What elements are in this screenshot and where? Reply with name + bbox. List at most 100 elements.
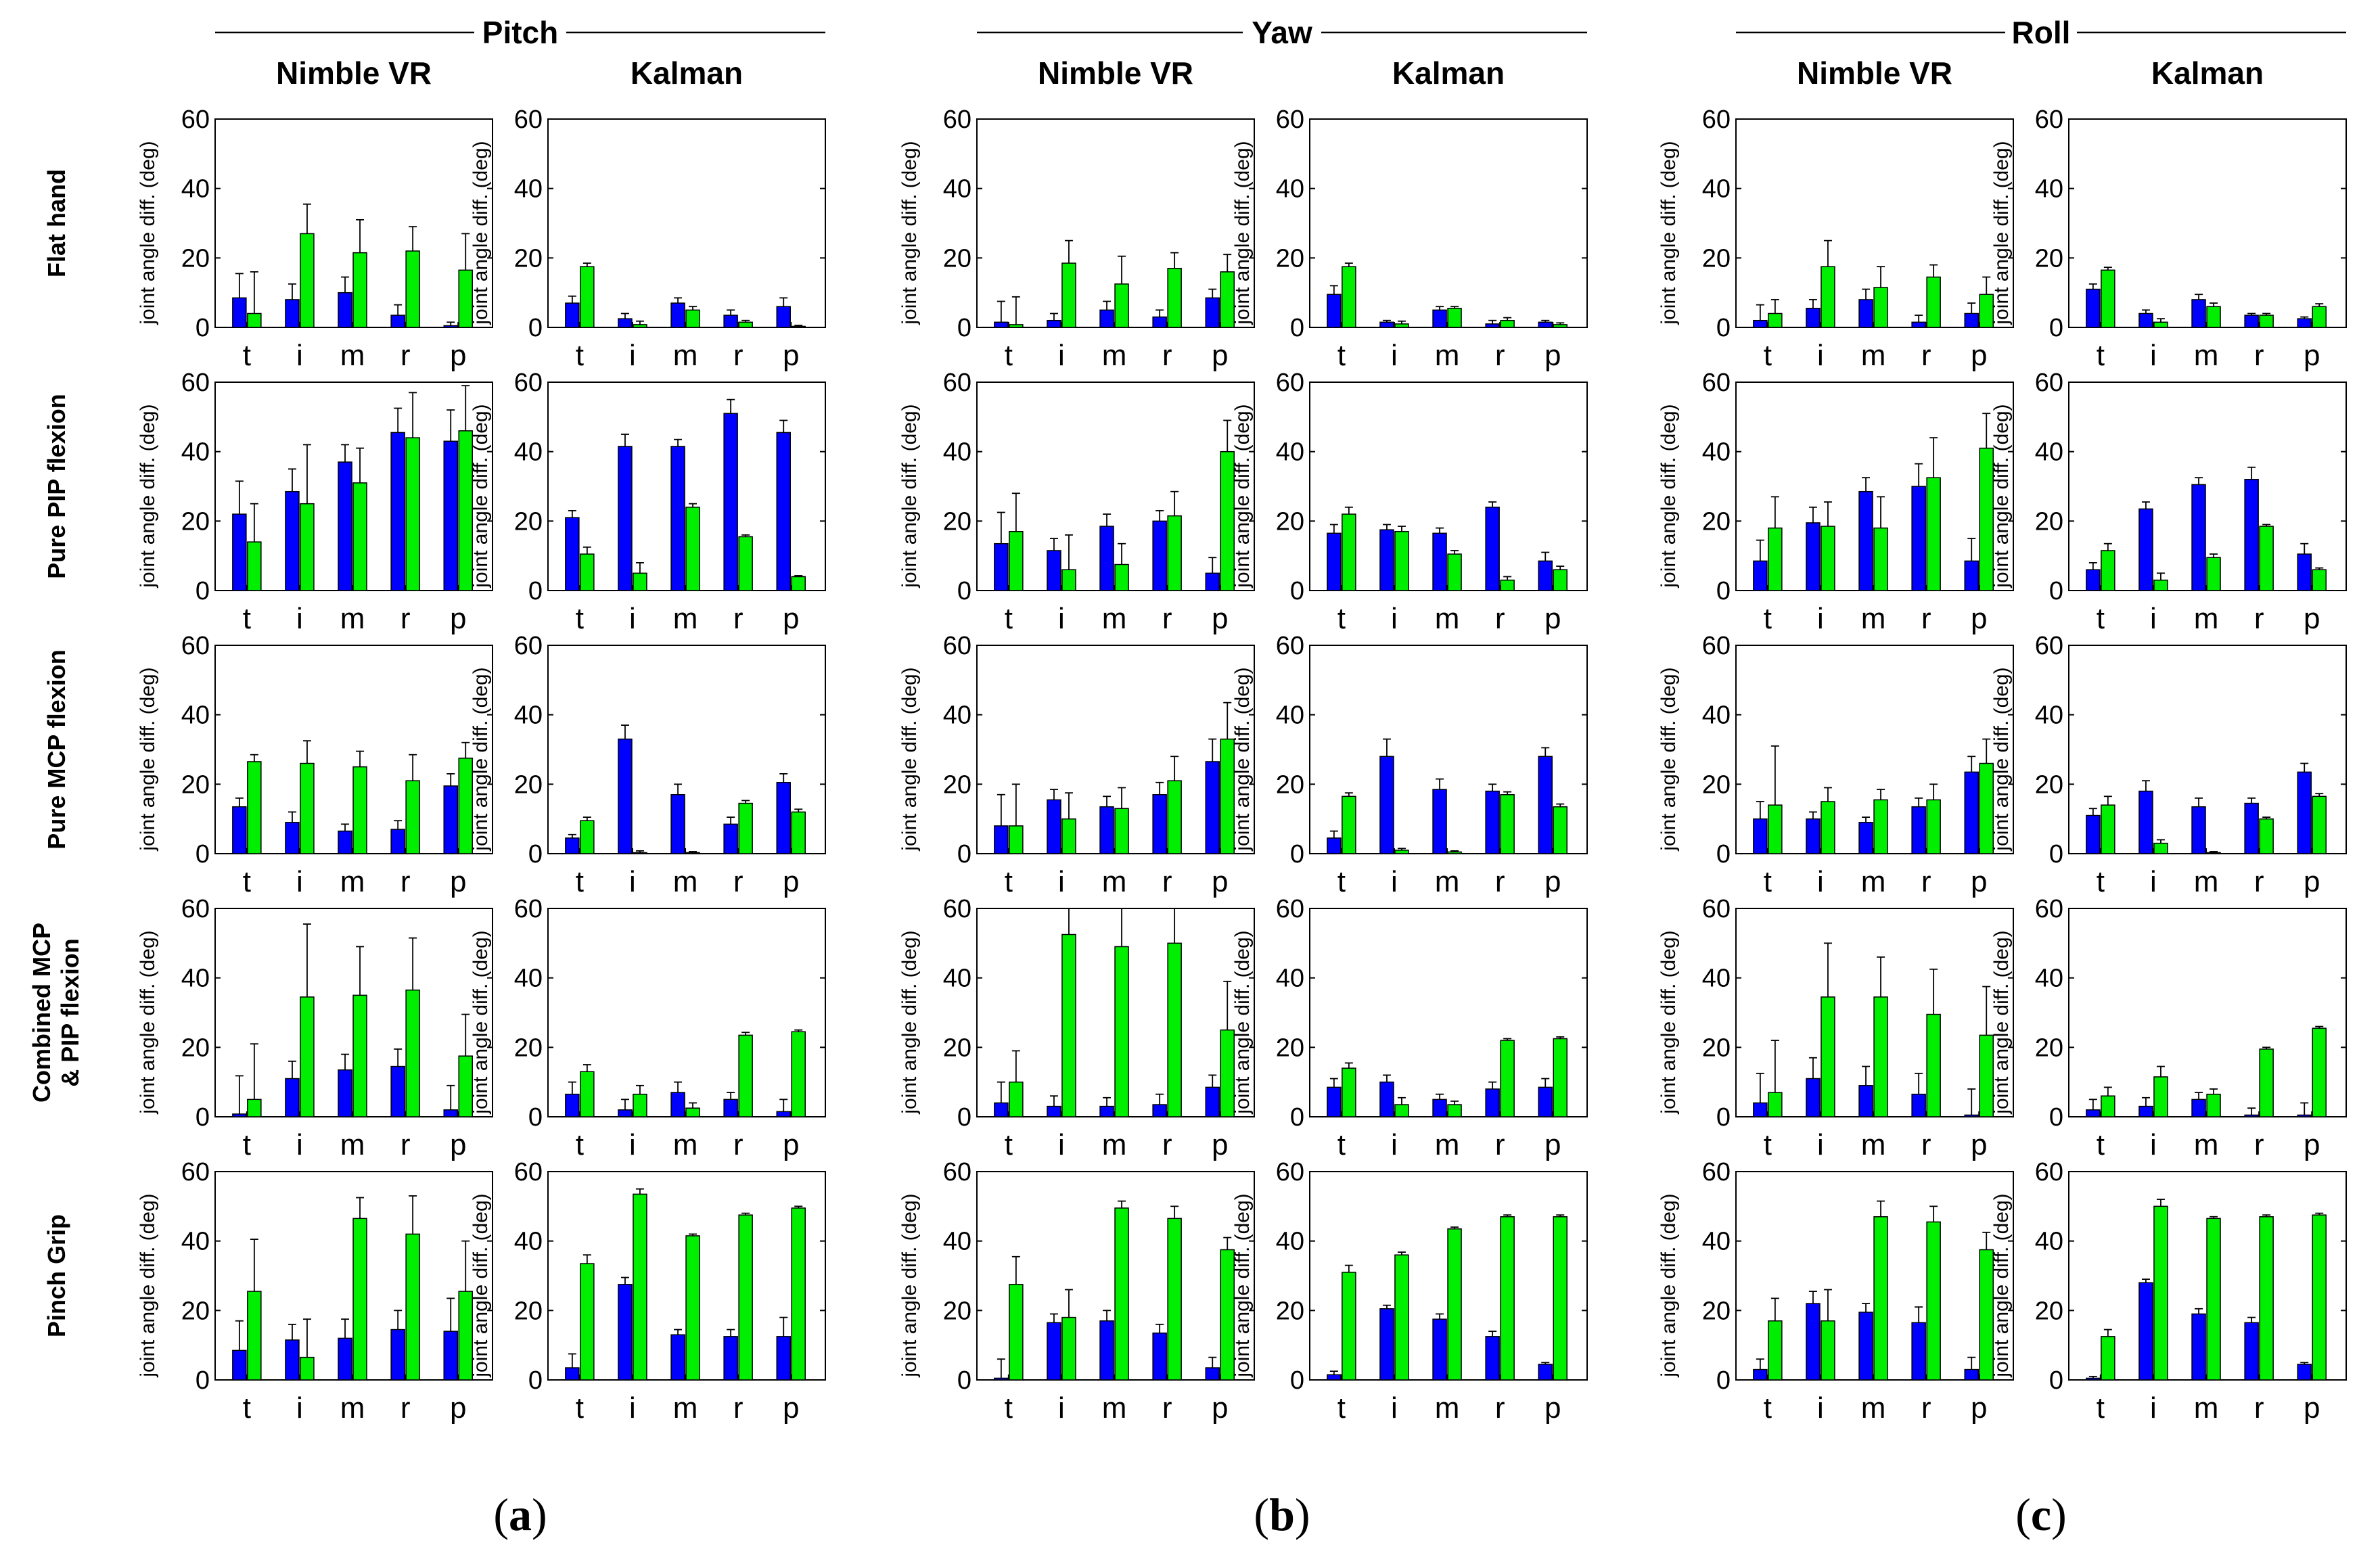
y-tick-label: 20 [514,1297,543,1325]
y-axis-label: joint angle diff. (deg) [137,1193,159,1377]
x-tick-label: t [576,1128,584,1161]
x-tick-label: i [296,1128,303,1161]
y-axis-label: joint angle diff. (deg) [1657,667,1680,851]
blue-bar [1099,1105,1114,1117]
green-bar [1500,793,1515,854]
y-tick-label: 40 [2035,965,2063,993]
blue-bar [670,1092,685,1117]
blue-bar [1911,806,1926,854]
y-tick-label: 40 [1276,965,1304,993]
y-axis-label: joint angle diff. (deg) [1231,667,1254,851]
blue-bar [1152,793,1167,854]
y-tick-label: 0 [2049,314,2063,342]
blue-bar [670,793,685,854]
x-tick-label: t [1337,865,1346,898]
y-axis-label: joint angle diff. (deg) [1657,141,1680,325]
green-bar [1394,1254,1409,1381]
green-bar [1447,1104,1462,1117]
x-tick-label: t [2097,602,2105,635]
blue-bar [1753,319,1768,328]
x-tick-label: m [340,339,365,372]
blue-bar [443,785,458,854]
y-tick-label: 20 [1276,1297,1304,1325]
green-bar [1114,1207,1129,1381]
x-tick-label: p [1971,339,1987,372]
y-tick-label: 40 [943,1228,971,1256]
y-tick-label: 40 [181,1228,210,1256]
blue-bar [2138,1105,2153,1117]
green-bar [1009,530,1024,591]
x-tick-label: m [1435,1128,1460,1161]
y-tick-label: 0 [957,1103,971,1132]
green-bar [2206,852,2221,854]
green-bar [791,1031,806,1117]
blue-bar [994,1377,1009,1381]
y-tick-label: 60 [181,369,210,397]
x-tick-label: i [1391,602,1398,635]
x-tick-label: p [1971,1128,1987,1161]
y-axis-label: joint angle diff. (deg) [1990,404,2013,588]
green-bar [352,994,367,1117]
panel: 0 20 40 60 joint angle diff. (deg) t i m r p [1990,895,2347,1161]
y-tick-label: 40 [943,175,971,204]
green-bar [738,802,753,854]
green-bar [1342,795,1356,854]
blue-bar [2244,478,2259,591]
x-tick-label: r [2254,1391,2264,1425]
y-tick-label: 60 [1276,1158,1304,1186]
x-tick-label: r [1495,339,1505,372]
blue-bar [1806,1078,1821,1117]
y-tick-label: 20 [943,1034,971,1062]
blue-bar [670,446,685,591]
x-tick-label: p [450,1128,466,1161]
green-bar [633,572,647,591]
y-tick-label: 20 [1276,244,1304,273]
x-tick-label: r [1495,602,1505,635]
green-bar [300,996,315,1117]
y-tick-label: 60 [181,895,210,923]
y-tick-label: 60 [1276,369,1304,397]
green-bar [685,852,700,854]
x-tick-label: r [1921,865,1931,898]
column-title: Kalman [1392,55,1505,91]
x-tick-label: p [783,602,799,635]
x-tick-label: r [1162,1128,1172,1161]
row-title: Flat hand [43,169,70,277]
x-tick-label: r [733,602,743,635]
x-tick-label: m [1435,1391,1460,1425]
blue-bar [1432,1099,1447,1117]
blue-bar [565,517,580,591]
blue-bar [670,302,685,328]
y-tick-label: 60 [1702,1158,1731,1186]
y-tick-label: 60 [943,369,971,397]
y-tick-label: 60 [514,1158,543,1186]
blue-bar [1753,1102,1768,1117]
x-tick-label: t [1337,602,1346,635]
x-tick-label: p [2304,1128,2320,1161]
x-tick-label: i [1817,865,1824,898]
panel: 0 20 40 60 joint angle diff. (deg) t i m r p [470,632,826,898]
panel: 0 20 40 60 joint angle diff. (deg) t i m r p [1231,895,1588,1161]
blue-bar [1911,321,1926,328]
y-tick-label: 20 [1702,507,1731,536]
blue-bar [1538,1364,1553,1381]
y-tick-label: 40 [2035,438,2063,467]
blue-bar [1753,818,1768,854]
panel: 0 20 40 60 joint angle diff. (deg) t i m r p [137,632,493,898]
green-bar [1061,1316,1076,1381]
y-tick-label: 40 [1702,1228,1731,1256]
y-axis-label: joint angle diff. (deg) [1990,667,2013,851]
x-tick-label: i [629,1391,636,1425]
blue-bar [2086,814,2101,854]
green-bar [2312,569,2327,591]
x-tick-label: i [1058,339,1065,372]
x-tick-label: p [1212,602,1228,635]
y-tick-label: 0 [2049,840,2063,869]
blue-bar [2086,1377,2101,1381]
blue-bar [1538,560,1553,591]
green-bar [300,503,315,591]
green-bar [2312,1028,2327,1117]
blue-bar [1152,1332,1167,1381]
x-tick-label: r [1162,865,1172,898]
blue-bar [1327,1374,1342,1381]
